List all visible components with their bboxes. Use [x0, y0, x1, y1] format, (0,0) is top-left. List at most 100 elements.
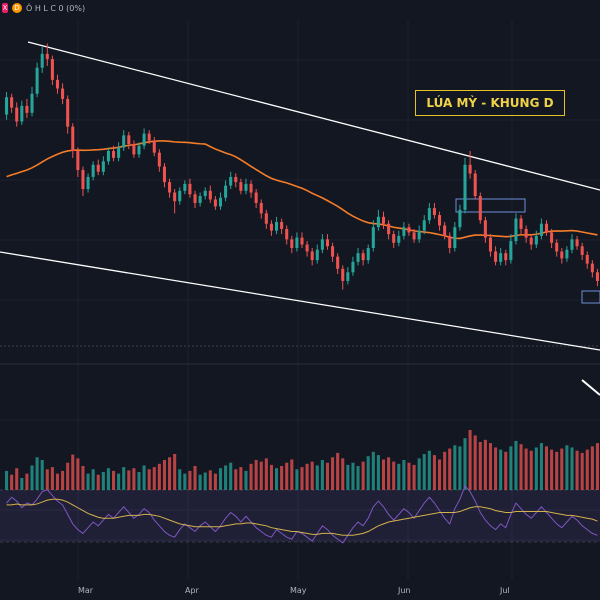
candle-body: [488, 237, 493, 252]
volume-bar: [50, 467, 54, 490]
candle-body: [259, 202, 263, 214]
volume-bar: [402, 460, 406, 490]
volume-bar: [483, 439, 487, 490]
candle-body: [86, 176, 90, 190]
candle-body: [458, 209, 462, 228]
volume-bar: [351, 462, 355, 490]
candle-body: [50, 59, 54, 80]
volume-bar: [412, 464, 416, 490]
candle-body: [137, 145, 141, 155]
volume-bar: [336, 452, 340, 490]
candle-body: [61, 88, 65, 99]
candle-body: [366, 248, 370, 261]
candle-body: [66, 98, 70, 127]
volume-bar: [300, 467, 304, 490]
candle-body: [402, 227, 406, 236]
candle-body: [427, 208, 431, 221]
volume-bar: [417, 458, 421, 490]
candle-body: [417, 230, 421, 240]
candle-body: [152, 140, 156, 153]
candle-body: [478, 196, 482, 221]
candle-body: [392, 234, 396, 243]
volume-bar: [91, 469, 95, 490]
candle-body: [356, 253, 360, 262]
volume-bar: [157, 463, 161, 490]
volume-bar: [595, 443, 599, 490]
volume-bar: [249, 463, 253, 490]
candle-body: [468, 164, 472, 174]
rsi-signal-line: [6, 498, 598, 536]
x-tick-label: Mar: [78, 586, 94, 595]
candle-body: [310, 251, 314, 261]
volume-bar: [15, 468, 19, 490]
candle-body: [111, 150, 116, 158]
volume-bar: [224, 465, 228, 490]
volume-bar: [111, 470, 116, 490]
candle-body: [147, 133, 151, 141]
volume-bar: [376, 455, 380, 490]
candle-body: [305, 244, 309, 252]
volume-bar: [555, 451, 559, 490]
candle-body: [443, 225, 447, 236]
candle-body: [183, 183, 187, 191]
volume-bar: [10, 474, 14, 490]
candle-body: [106, 150, 110, 162]
volume-bar: [76, 458, 80, 490]
volume-bar: [325, 462, 329, 490]
candle-body: [213, 199, 217, 207]
candle-body: [494, 251, 498, 262]
candle-body: [229, 176, 233, 186]
candle-body: [483, 220, 487, 238]
volume-bar: [234, 469, 238, 490]
chart-toolbar: X D Ô H L C 0 (0%): [0, 0, 85, 16]
volume-bar: [259, 461, 263, 490]
candle-body: [198, 196, 202, 203]
candle-body: [239, 182, 243, 191]
candle-body: [560, 251, 564, 259]
volume-bar: [66, 462, 70, 490]
symbol-badge[interactable]: X: [2, 3, 8, 13]
x-tick-label: May: [290, 586, 307, 595]
volume-bar: [40, 460, 44, 490]
candle-body: [162, 166, 166, 183]
candle-body: [448, 235, 452, 248]
candle-body: [590, 263, 594, 273]
candle-body: [407, 227, 411, 233]
candle-body: [585, 254, 589, 264]
candle-body: [555, 242, 559, 252]
interval-badge[interactable]: D: [12, 3, 22, 13]
candle-body: [275, 222, 279, 231]
candle-body: [463, 164, 467, 210]
volume-bar: [193, 466, 197, 490]
volume-bar: [122, 467, 126, 490]
candle-body: [325, 239, 329, 247]
volume-bar: [575, 450, 579, 490]
volume-bar: [565, 445, 569, 490]
volume-bar: [168, 457, 172, 490]
candle-body: [432, 208, 436, 216]
resistance-zones: [455, 198, 600, 304]
candle-body: [224, 185, 228, 198]
candle-body: [529, 237, 533, 245]
candle-body: [361, 253, 365, 261]
volume-bar: [254, 460, 258, 490]
candle-body: [346, 272, 350, 281]
volume-bar: [96, 474, 100, 490]
candle-body: [544, 223, 549, 233]
volume-bar: [127, 470, 131, 490]
candle-body: [341, 268, 345, 281]
candle-body: [96, 164, 100, 172]
volume-bar: [173, 454, 177, 490]
candle-body: [387, 223, 391, 235]
volume-bar: [331, 457, 335, 490]
volume-bar: [453, 445, 457, 490]
volume-bar: [407, 462, 411, 490]
candle-body: [351, 261, 355, 273]
volume-bar: [5, 470, 9, 490]
candle-body: [519, 218, 523, 229]
volume-bar: [213, 473, 217, 490]
x-tick-label: Jul: [500, 586, 510, 595]
volume-bar: [305, 463, 309, 490]
candle-body: [575, 239, 579, 247]
